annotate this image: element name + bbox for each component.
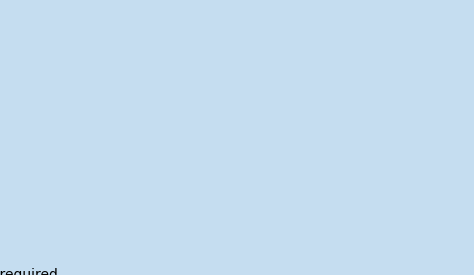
Text: cartopy required: cartopy required [0,268,58,275]
